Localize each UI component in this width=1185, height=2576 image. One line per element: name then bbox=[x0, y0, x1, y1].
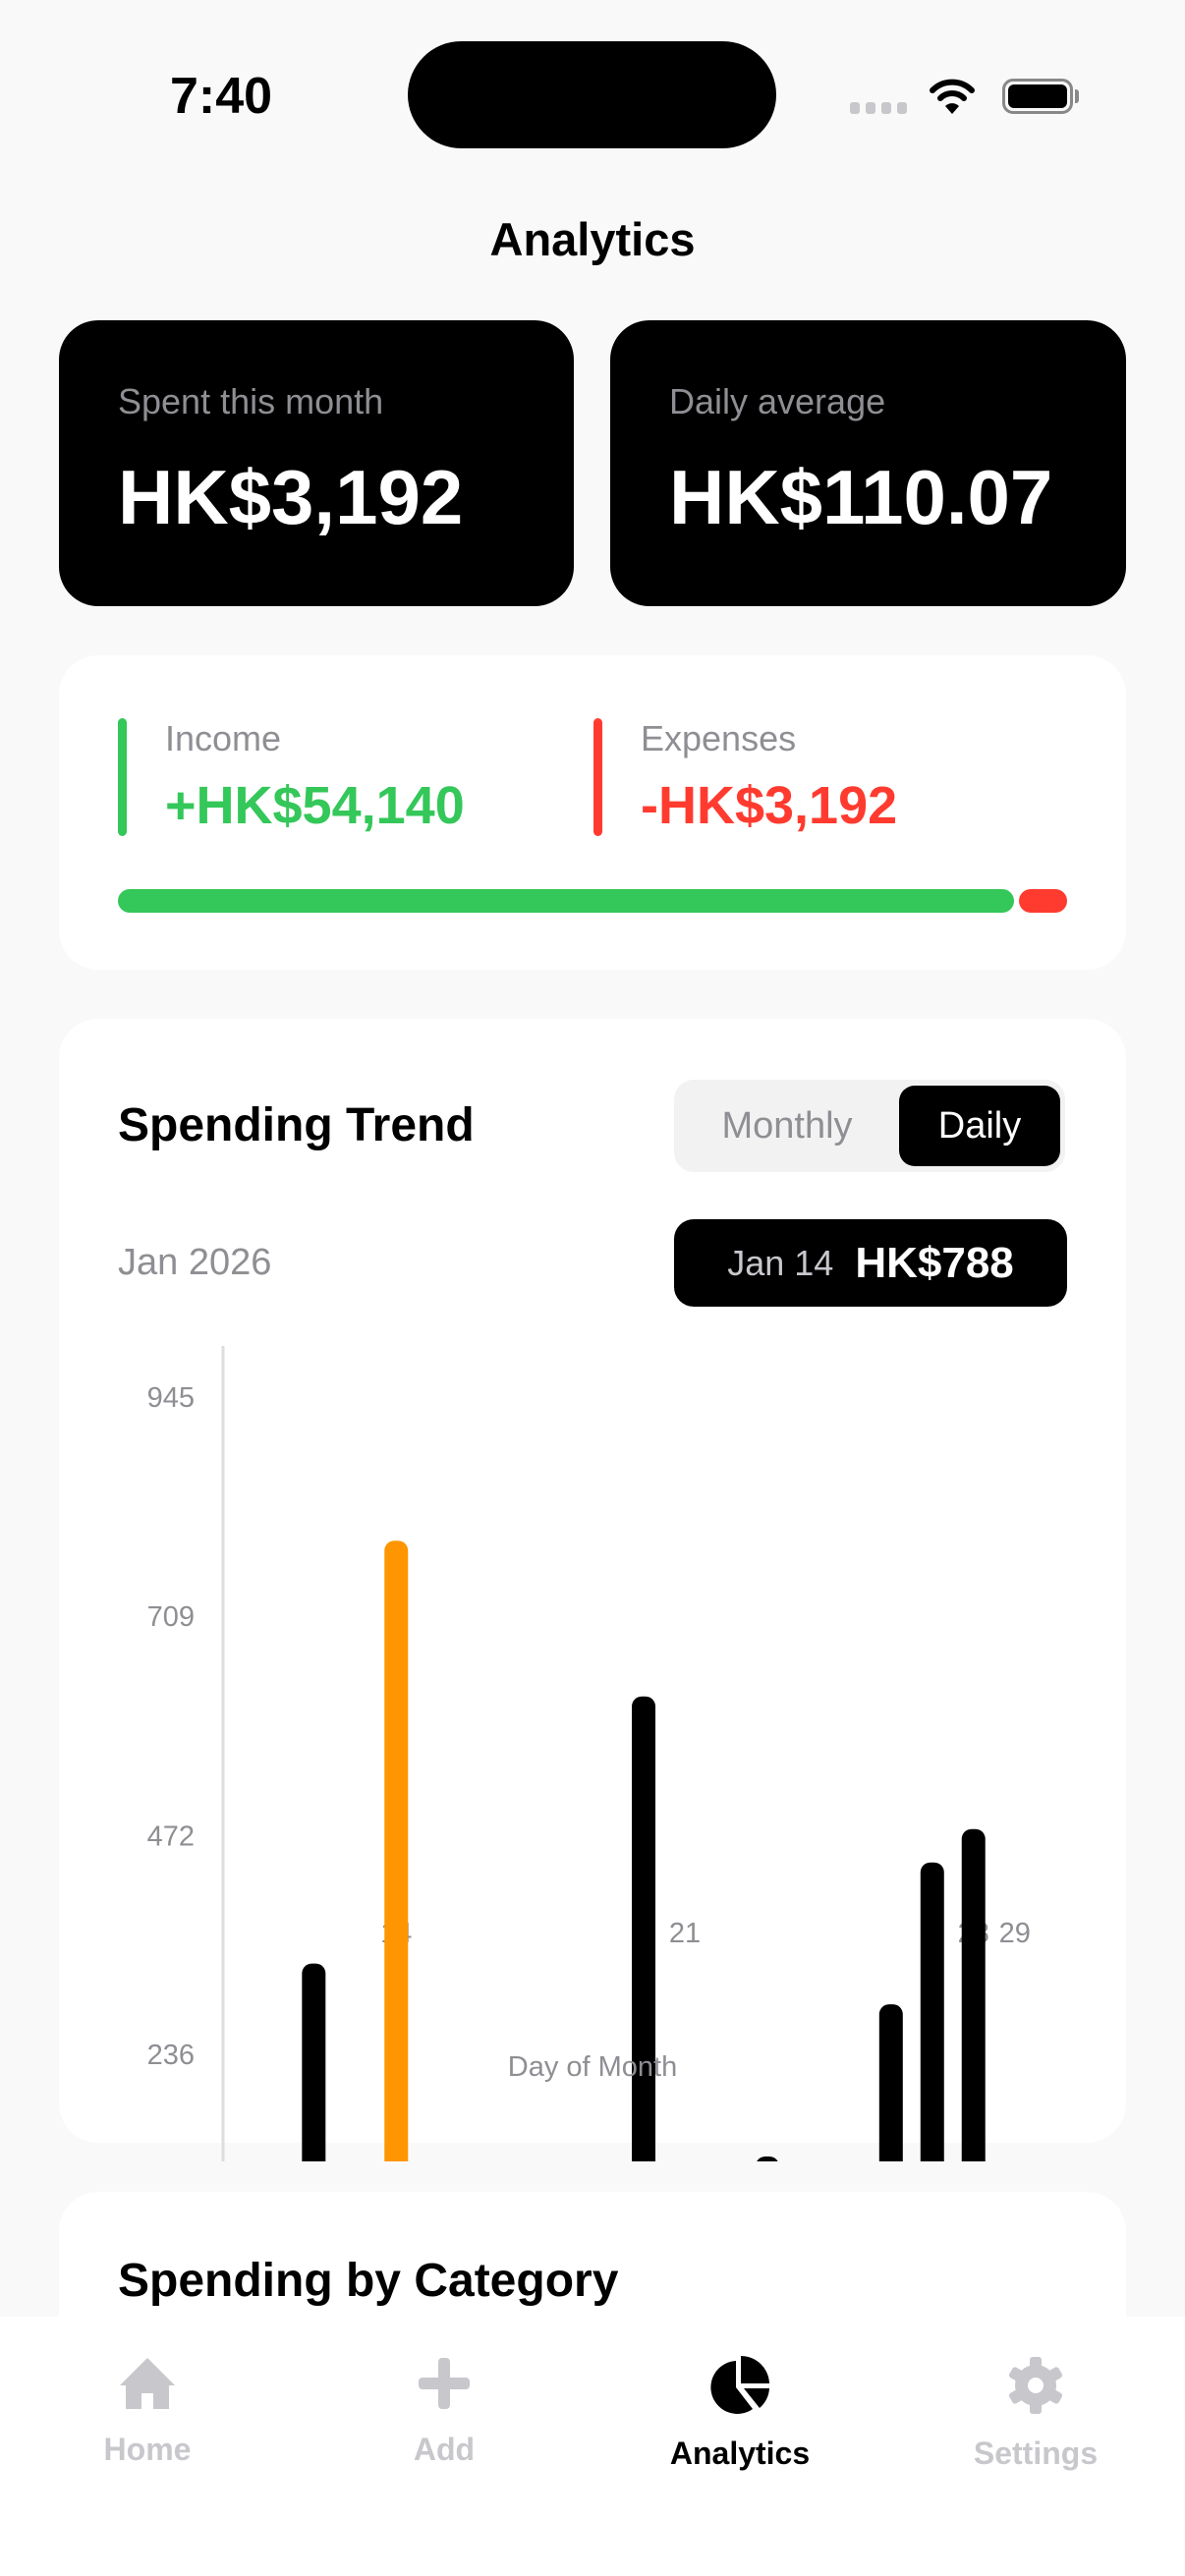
daily-average-card: Daily average HK$110.07 bbox=[610, 320, 1126, 606]
section-title: Spending Trend bbox=[118, 1099, 475, 1151]
income-expenses-card: Income +HK$54,140 Expenses -HK$3,192 bbox=[59, 655, 1126, 970]
tab-bar: Home Add Analytics Settings bbox=[0, 2317, 1185, 2576]
bar-day-27 bbox=[920, 1862, 944, 2161]
x-tick-label: 21 bbox=[669, 1918, 701, 1949]
spent-this-month-card: Spent this month HK$3,192 bbox=[59, 320, 574, 606]
section-title: Spending by Category bbox=[118, 2255, 619, 2307]
bar-day-26 bbox=[878, 2004, 903, 2161]
card-label: Spent this month bbox=[118, 381, 384, 421]
plus-icon bbox=[419, 2358, 470, 2409]
selection-date: Jan 14 bbox=[727, 1242, 834, 1283]
spending-bar-chart: 023647270994514212829 bbox=[147, 1346, 1031, 2161]
page-title: Analytics bbox=[489, 213, 696, 265]
pie-chart-icon bbox=[710, 2356, 769, 2414]
status-time: 7:40 bbox=[169, 68, 273, 125]
toggle-daily[interactable]: Daily bbox=[899, 1086, 1060, 1166]
expenses-indicator bbox=[593, 718, 602, 836]
income-label: Income bbox=[165, 718, 282, 758]
y-tick-label: 472 bbox=[147, 1820, 195, 1852]
y-tick-label: 236 bbox=[147, 2040, 195, 2071]
tab-settings[interactable]: Settings bbox=[937, 2356, 1134, 2472]
selection-badge: Jan 14 HK$788 bbox=[674, 1219, 1067, 1307]
bar-day-20 bbox=[632, 1696, 656, 2161]
tab-label: Add bbox=[413, 2432, 476, 2467]
x-tick-label: 29 bbox=[999, 1918, 1031, 1949]
tab-home[interactable]: Home bbox=[49, 2356, 246, 2468]
tab-add[interactable]: Add bbox=[346, 2356, 542, 2468]
y-tick-label: 709 bbox=[147, 1601, 195, 1633]
expenses-label: Expenses bbox=[641, 718, 797, 758]
y-tick-label: 945 bbox=[147, 1382, 195, 1414]
income-value: +HK$54,140 bbox=[165, 776, 465, 835]
period-toggle: Monthly Daily bbox=[674, 1080, 1065, 1172]
bar-day-23 bbox=[757, 2156, 778, 2161]
income-expense-ratio-bar bbox=[118, 889, 1067, 913]
x-axis-label: Day of Month bbox=[507, 2051, 678, 2083]
tab-label: Analytics bbox=[669, 2436, 811, 2471]
card-label: Daily average bbox=[669, 381, 886, 421]
toggle-monthly[interactable]: Monthly bbox=[721, 1105, 853, 1147]
expenses-value: -HK$3,192 bbox=[641, 776, 898, 835]
battery-icon bbox=[1002, 79, 1073, 114]
expense-portion bbox=[1018, 889, 1067, 913]
battery-cap bbox=[1075, 89, 1079, 103]
wifi-icon bbox=[930, 79, 975, 114]
selection-amount: HK$788 bbox=[855, 1238, 1014, 1287]
income-indicator bbox=[118, 718, 127, 836]
tab-label: Settings bbox=[973, 2436, 1099, 2471]
income-portion bbox=[118, 889, 1014, 913]
tab-label: Home bbox=[103, 2432, 192, 2467]
card-value: HK$110.07 bbox=[669, 454, 1053, 540]
period-label: Jan 2026 bbox=[118, 1242, 272, 1283]
bar-day-14 bbox=[384, 1540, 409, 2161]
cellular-signal-icon bbox=[850, 102, 907, 114]
bar-day-12 bbox=[302, 1963, 326, 2161]
tab-analytics[interactable]: Analytics bbox=[642, 2356, 838, 2472]
gear-icon bbox=[1008, 2357, 1063, 2414]
bar-day-28 bbox=[961, 1828, 986, 2161]
spending-trend-card bbox=[59, 1019, 1126, 2143]
house-icon bbox=[120, 2358, 175, 2409]
dynamic-island bbox=[408, 41, 776, 148]
card-value: HK$3,192 bbox=[118, 454, 464, 540]
